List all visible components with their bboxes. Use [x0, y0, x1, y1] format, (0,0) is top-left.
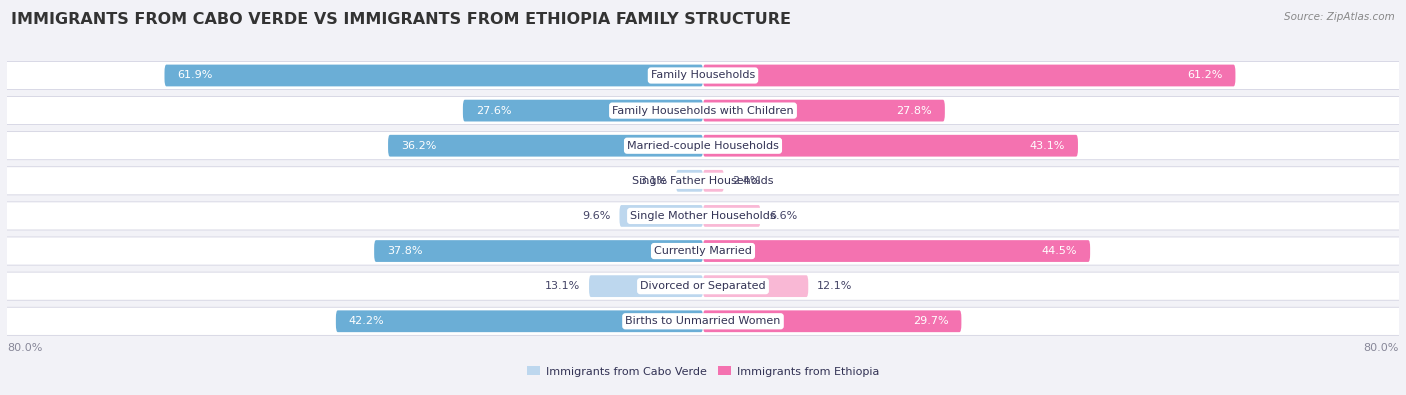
Text: 80.0%: 80.0%	[7, 343, 42, 353]
FancyBboxPatch shape	[703, 170, 724, 192]
Text: Family Households with Children: Family Households with Children	[612, 105, 794, 116]
Text: 43.1%: 43.1%	[1029, 141, 1064, 151]
Text: 61.2%: 61.2%	[1187, 70, 1222, 81]
FancyBboxPatch shape	[165, 65, 703, 87]
FancyBboxPatch shape	[703, 135, 1078, 156]
Text: 42.2%: 42.2%	[349, 316, 385, 326]
Text: Source: ZipAtlas.com: Source: ZipAtlas.com	[1284, 12, 1395, 22]
Text: 80.0%: 80.0%	[1364, 343, 1399, 353]
Legend: Immigrants from Cabo Verde, Immigrants from Ethiopia: Immigrants from Cabo Verde, Immigrants f…	[523, 362, 883, 381]
FancyBboxPatch shape	[336, 310, 703, 332]
FancyBboxPatch shape	[620, 205, 703, 227]
FancyBboxPatch shape	[703, 275, 808, 297]
FancyBboxPatch shape	[703, 205, 761, 227]
Text: 12.1%: 12.1%	[817, 281, 852, 291]
Text: Births to Unmarried Women: Births to Unmarried Women	[626, 316, 780, 326]
FancyBboxPatch shape	[703, 310, 962, 332]
Text: Family Households: Family Households	[651, 70, 755, 81]
Text: IMMIGRANTS FROM CABO VERDE VS IMMIGRANTS FROM ETHIOPIA FAMILY STRUCTURE: IMMIGRANTS FROM CABO VERDE VS IMMIGRANTS…	[11, 12, 792, 27]
FancyBboxPatch shape	[0, 272, 1406, 300]
Text: 37.8%: 37.8%	[387, 246, 423, 256]
FancyBboxPatch shape	[703, 240, 1090, 262]
FancyBboxPatch shape	[0, 307, 1406, 335]
Text: Single Father Households: Single Father Households	[633, 176, 773, 186]
FancyBboxPatch shape	[0, 202, 1406, 230]
FancyBboxPatch shape	[0, 167, 1406, 195]
FancyBboxPatch shape	[703, 100, 945, 122]
FancyBboxPatch shape	[374, 240, 703, 262]
Text: 44.5%: 44.5%	[1042, 246, 1077, 256]
FancyBboxPatch shape	[676, 170, 703, 192]
FancyBboxPatch shape	[703, 65, 1236, 87]
FancyBboxPatch shape	[589, 275, 703, 297]
Text: 2.4%: 2.4%	[733, 176, 761, 186]
Text: 27.8%: 27.8%	[896, 105, 932, 116]
Text: 27.6%: 27.6%	[477, 105, 512, 116]
FancyBboxPatch shape	[0, 96, 1406, 125]
FancyBboxPatch shape	[0, 62, 1406, 90]
FancyBboxPatch shape	[388, 135, 703, 156]
Text: Currently Married: Currently Married	[654, 246, 752, 256]
Text: 61.9%: 61.9%	[177, 70, 212, 81]
Text: 29.7%: 29.7%	[912, 316, 948, 326]
Text: 6.6%: 6.6%	[769, 211, 797, 221]
Text: 36.2%: 36.2%	[401, 141, 436, 151]
Text: 9.6%: 9.6%	[582, 211, 610, 221]
Text: Divorced or Separated: Divorced or Separated	[640, 281, 766, 291]
FancyBboxPatch shape	[0, 237, 1406, 265]
FancyBboxPatch shape	[463, 100, 703, 122]
Text: 13.1%: 13.1%	[546, 281, 581, 291]
Text: 3.1%: 3.1%	[640, 176, 668, 186]
FancyBboxPatch shape	[0, 132, 1406, 160]
Text: Single Mother Households: Single Mother Households	[630, 211, 776, 221]
Text: Married-couple Households: Married-couple Households	[627, 141, 779, 151]
